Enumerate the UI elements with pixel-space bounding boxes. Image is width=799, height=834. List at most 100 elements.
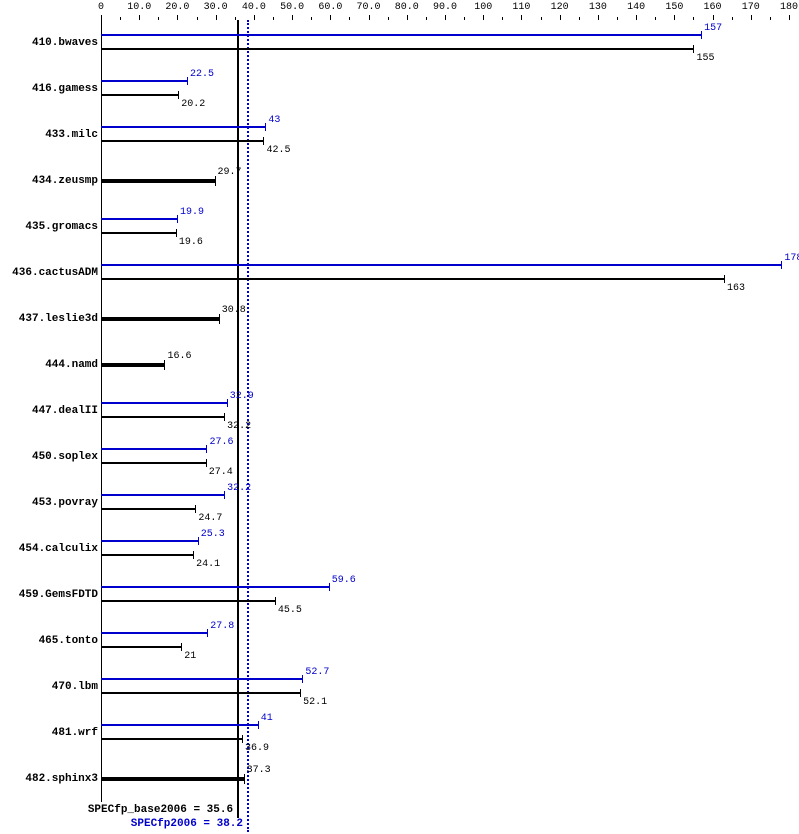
benchmark-label: 434.zeusmp bbox=[32, 175, 98, 187]
axis-tick-label: 160 bbox=[704, 2, 722, 13]
axis-tick-label: 10.0 bbox=[127, 2, 151, 13]
axis-tick-label: 60.0 bbox=[318, 2, 342, 13]
benchmark-bar-peak bbox=[101, 34, 701, 36]
benchmark-value-base: 45.5 bbox=[278, 605, 302, 616]
benchmark-value-base: 52.1 bbox=[303, 697, 327, 708]
benchmark-bar-base bbox=[101, 416, 224, 418]
benchmark-bar-base bbox=[101, 278, 724, 280]
row-left-tick bbox=[101, 499, 102, 507]
benchmark-bar-base bbox=[101, 600, 275, 602]
row-left-tick bbox=[101, 223, 102, 231]
benchmark-value-single: 30.8 bbox=[222, 305, 246, 316]
benchmark-value-peak: 178 bbox=[784, 253, 799, 264]
benchmark-bar-base bbox=[101, 462, 206, 464]
summary-peak-label: SPECfp2006 = 38.2 bbox=[131, 818, 243, 830]
benchmark-bar-base bbox=[101, 140, 263, 142]
benchmark-row: 435.gromacs19.919.6 bbox=[101, 204, 789, 250]
benchmark-label: 444.namd bbox=[45, 359, 98, 371]
row-left-tick bbox=[101, 269, 102, 277]
benchmark-bar-peak bbox=[101, 448, 206, 450]
benchmark-label: 450.soplex bbox=[32, 451, 98, 463]
row-left-tick bbox=[101, 453, 102, 461]
benchmark-bar-base bbox=[101, 738, 242, 740]
benchmark-bar-base bbox=[101, 232, 176, 234]
benchmark-bar-peak bbox=[101, 632, 207, 634]
benchmark-row: 465.tonto27.821 bbox=[101, 618, 789, 664]
benchmark-label: 435.gromacs bbox=[25, 221, 98, 233]
benchmark-value-base: 21 bbox=[184, 651, 196, 662]
axis-tick-label: 150 bbox=[665, 2, 683, 13]
benchmark-value-peak: 32.2 bbox=[227, 483, 251, 494]
benchmark-value-base: 32.2 bbox=[227, 421, 251, 432]
summary-base-label: SPECfp_base2006 = 35.6 bbox=[88, 804, 233, 816]
row-left-tick bbox=[101, 729, 102, 737]
x-axis: 010.020.030.040.050.060.070.080.090.0100… bbox=[101, 0, 789, 20]
benchmark-bar-single bbox=[101, 363, 164, 367]
benchmark-bar-single bbox=[101, 317, 219, 321]
benchmark-value-peak: 43 bbox=[268, 115, 280, 126]
benchmark-label: 410.bwaves bbox=[32, 37, 98, 49]
benchmark-row: 437.leslie3d30.8 bbox=[101, 296, 789, 342]
axis-tick-label: 30.0 bbox=[204, 2, 228, 13]
axis-tick-label: 110 bbox=[512, 2, 530, 13]
axis-tick-label: 40.0 bbox=[242, 2, 266, 13]
benchmark-label: 482.sphinx3 bbox=[25, 773, 98, 785]
axis-tick-label: 180 bbox=[780, 2, 798, 13]
benchmark-bar-peak bbox=[101, 586, 329, 588]
plot-area: 410.bwaves157155416.gamess22.520.2433.mi… bbox=[101, 20, 789, 802]
benchmark-row: 470.lbm52.752.1 bbox=[101, 664, 789, 710]
benchmark-row: 453.povray32.224.7 bbox=[101, 480, 789, 526]
benchmark-value-peak: 22.5 bbox=[190, 69, 214, 80]
benchmark-value-single: 16.6 bbox=[167, 351, 191, 362]
axis-tick-label: 20.0 bbox=[165, 2, 189, 13]
benchmark-value-single: 37.3 bbox=[247, 765, 271, 776]
row-left-tick bbox=[101, 683, 102, 691]
benchmark-value-peak: 27.6 bbox=[209, 437, 233, 448]
benchmark-row: 433.milc4342.5 bbox=[101, 112, 789, 158]
benchmark-label: 459.GemsFDTD bbox=[19, 589, 98, 601]
benchmark-bar-single bbox=[101, 179, 215, 183]
benchmark-value-peak: 32.9 bbox=[230, 391, 254, 402]
benchmark-value-peak: 59.6 bbox=[332, 575, 356, 586]
spec-benchmark-chart: 010.020.030.040.050.060.070.080.090.0100… bbox=[0, 0, 799, 834]
benchmark-value-base: 155 bbox=[696, 53, 714, 64]
benchmark-row: 481.wrf4136.9 bbox=[101, 710, 789, 756]
benchmark-value-peak: 27.8 bbox=[210, 621, 234, 632]
axis-tick-label: 140 bbox=[627, 2, 645, 13]
benchmark-label: 447.dealII bbox=[32, 405, 98, 417]
benchmark-row: 459.GemsFDTD59.645.5 bbox=[101, 572, 789, 618]
row-left-tick bbox=[101, 637, 102, 645]
axis-tick-label: 0 bbox=[98, 2, 104, 13]
benchmark-row: 454.calculix25.324.1 bbox=[101, 526, 789, 572]
benchmark-bar-peak bbox=[101, 264, 781, 266]
benchmark-row: 444.namd16.6 bbox=[101, 342, 789, 388]
benchmark-bar-peak bbox=[101, 218, 177, 220]
axis-tick-label: 100 bbox=[474, 2, 492, 13]
benchmark-value-single: 29.7 bbox=[218, 167, 242, 178]
benchmark-bar-single bbox=[101, 777, 244, 781]
benchmark-label: 416.gamess bbox=[32, 83, 98, 95]
row-left-tick bbox=[101, 85, 102, 93]
benchmark-value-base: 24.1 bbox=[196, 559, 220, 570]
benchmark-bar-peak bbox=[101, 126, 265, 128]
benchmark-value-peak: 41 bbox=[261, 713, 273, 724]
benchmark-label: 454.calculix bbox=[19, 543, 98, 555]
benchmark-row: 416.gamess22.520.2 bbox=[101, 66, 789, 112]
benchmark-bar-base bbox=[101, 94, 178, 96]
benchmark-bar-base bbox=[101, 554, 193, 556]
benchmark-value-base: 163 bbox=[727, 283, 745, 294]
row-left-tick bbox=[101, 591, 102, 599]
benchmark-value-peak: 19.9 bbox=[180, 207, 204, 218]
benchmark-value-peak: 52.7 bbox=[305, 667, 329, 678]
benchmark-bar-base bbox=[101, 692, 300, 694]
benchmark-label: 465.tonto bbox=[39, 635, 98, 647]
benchmark-label: 453.povray bbox=[32, 497, 98, 509]
benchmark-bar-base bbox=[101, 48, 693, 50]
benchmark-value-base: 24.7 bbox=[198, 513, 222, 524]
benchmark-label: 481.wrf bbox=[52, 727, 98, 739]
row-left-tick bbox=[101, 39, 102, 47]
benchmark-row: 482.sphinx337.3 bbox=[101, 756, 789, 802]
axis-tick-label: 50.0 bbox=[280, 2, 304, 13]
benchmark-row: 436.cactusADM178163 bbox=[101, 250, 789, 296]
benchmark-value-base: 42.5 bbox=[266, 145, 290, 156]
